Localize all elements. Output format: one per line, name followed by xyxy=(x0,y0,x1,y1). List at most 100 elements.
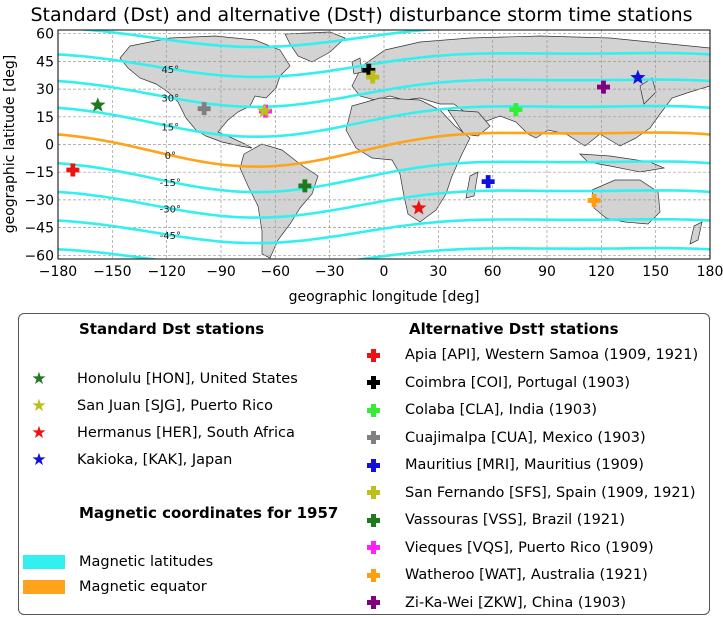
x-tick-label: 150 xyxy=(642,264,669,280)
magnetic-latitude-label: -30° xyxy=(160,204,181,215)
alternative-station-marker xyxy=(597,80,611,94)
x-tick-label: 180 xyxy=(697,264,723,280)
y-tick-label: 60 xyxy=(36,27,54,43)
chart-title: Standard (Dst) and alternative (Dst†) di… xyxy=(30,4,693,26)
legend-label: Watheroo [WAT], Australia (1921) xyxy=(405,567,648,583)
alternative-station-legend-item: Mauritius [MRI], Mauritius (1909) xyxy=(359,455,644,475)
x-tick-label: −150 xyxy=(93,264,131,280)
y-tick-label: 30 xyxy=(36,82,54,98)
plus-icon xyxy=(366,486,380,499)
plus-icon xyxy=(366,348,380,362)
standard-station-marker xyxy=(256,103,273,118)
legend-box: Standard Dst stations Alternative Dst† s… xyxy=(18,313,710,615)
magnetic-latitude-line xyxy=(58,51,710,79)
plus-icon xyxy=(366,458,380,472)
legend-label: Apia [API], Western Samoa (1909, 1921) xyxy=(405,347,699,363)
legend-label: Colaba [CLA], India (1903) xyxy=(405,402,598,418)
alternative-station-legend-item: Zi-Ka-Wei [ZKW], China (1903) xyxy=(359,593,626,613)
alternative-station-marker xyxy=(481,175,495,189)
standard-station-marker xyxy=(630,69,646,85)
legend-label: Kakioka, [KAK], Japan xyxy=(77,452,233,468)
plus-icon xyxy=(366,568,380,582)
legend-label: Cuajimalpa [CUA], Mexico (1903) xyxy=(405,429,646,446)
world-map-chart: 45°30°15°0°-15°-30°-45° −180 −150 −120 −90−… xyxy=(2,27,723,305)
legend-label: Hermanus [HER], South Africa xyxy=(77,425,295,441)
magnetic-latitude-label: -15° xyxy=(160,178,181,189)
alternative-station-legend-item: Vieques [VQS], Puerto Rico (1909) xyxy=(359,538,654,558)
color-swatch xyxy=(23,555,65,569)
standard-station-marker xyxy=(411,200,427,215)
star-icon: ★ xyxy=(31,369,47,389)
y-tick-label: 45 xyxy=(36,54,54,70)
plus-icon xyxy=(366,541,380,554)
magnetic-latitude-line xyxy=(58,160,710,194)
plus-icon xyxy=(366,596,380,609)
x-tick-label: 90 xyxy=(538,264,556,280)
y-tick-label: −60 xyxy=(24,248,54,264)
y-tick-labels: 60 45 30 15 0 −15 −30 −45 −60 xyxy=(24,27,54,265)
alternative-station-marker xyxy=(298,179,312,193)
standard-station-legend-item: ★ Hermanus [HER], South Africa xyxy=(25,423,295,443)
standard-stations-header: Standard Dst stations xyxy=(79,320,265,338)
y-tick-label: 0 xyxy=(45,138,54,154)
legend-label: Magnetic equator xyxy=(79,579,207,595)
y-tick-label: −45 xyxy=(24,221,54,237)
x-tick-labels: −180 −150 −120 −90 −60 −30 0 30 60 90 120 150 180 xyxy=(39,264,723,280)
station-markers xyxy=(66,63,646,215)
plus-icon xyxy=(366,403,380,417)
x-axis-label: geographic longitude [deg] xyxy=(289,289,480,305)
alternative-station-legend-item: Apia [API], Western Samoa (1909, 1921) xyxy=(359,345,698,365)
star-icon: ★ xyxy=(31,423,47,443)
legend-label: San Juan [SJG], Puerto Rico xyxy=(77,398,273,414)
magnetic-coord-legend-item: Magnetic latitudes xyxy=(23,552,213,572)
legend-label: Vieques [VQS], Puerto Rico (1909) xyxy=(405,539,654,556)
magnetic-latitude-label: -45° xyxy=(160,231,181,242)
eurasia-land xyxy=(351,35,710,147)
standard-station-legend-item: ★ Honolulu [HON], United States xyxy=(25,369,298,389)
y-tick-label: 15 xyxy=(36,110,54,126)
x-tick-label: −30 xyxy=(315,264,345,280)
plus-icon xyxy=(366,513,380,527)
x-tick-label: −120 xyxy=(147,264,185,280)
alternative-station-marker xyxy=(362,63,376,77)
alternative-station-marker xyxy=(587,193,601,207)
alternative-station-legend-item: Vassouras [VSS], Brazil (1921) xyxy=(359,510,625,530)
alternative-station-legend-item: San Fernando [SFS], Spain (1909, 1921) xyxy=(359,483,696,503)
legend-label: Honolulu [HON], United States xyxy=(77,371,298,387)
standard-station-marker xyxy=(90,97,106,112)
magnetic-latitude-line xyxy=(74,30,441,49)
magnetic-latitude-line xyxy=(58,104,710,138)
x-tick-label: 30 xyxy=(429,264,447,280)
magnetic-latitude-line xyxy=(58,189,710,219)
alternative-station-marker xyxy=(366,70,380,84)
x-tick-label: 120 xyxy=(588,264,615,280)
alternative-station-legend-item: Colaba [CLA], India (1903) xyxy=(359,400,597,420)
legend-label: Vassouras [VSS], Brazil (1921) xyxy=(405,512,626,528)
magnetic-latitude-line xyxy=(58,246,710,259)
alternative-station-marker xyxy=(509,103,523,117)
magnetic-latitude-line xyxy=(58,218,710,245)
magnetic-latitude-label: 30° xyxy=(161,94,179,105)
alternative-stations-header: Alternative Dst† stations xyxy=(409,320,619,338)
magnetic-latitude-line xyxy=(58,78,710,109)
x-tick-label: −180 xyxy=(39,264,77,280)
alternative-station-marker xyxy=(197,102,211,116)
legend-label: Mauritius [MRI], Mauritius (1909) xyxy=(405,457,644,473)
x-tick-label: −60 xyxy=(261,264,291,280)
y-axis-label: geographic latitude [deg] xyxy=(2,55,18,234)
alternative-station-legend-item: Watheroo [WAT], Australia (1921) xyxy=(359,565,648,585)
x-tick-label: −90 xyxy=(206,264,236,280)
color-swatch xyxy=(23,580,65,594)
legend-label: Zi-Ka-Wei [ZKW], China (1903) xyxy=(405,594,627,611)
standard-station-legend-item: ★ Kakioka, [KAK], Japan xyxy=(25,450,232,470)
plot-frame xyxy=(57,29,711,260)
x-tick-label: 0 xyxy=(380,264,389,280)
alternative-station-legend-item: Coimbra [COI], Portugal (1903) xyxy=(359,373,630,393)
magnetic-equator-line xyxy=(58,131,710,168)
magnetic-curves xyxy=(58,30,710,259)
alternative-station-legend-item: Cuajimalpa [CUA], Mexico (1903) xyxy=(359,428,646,448)
alternative-station-marker xyxy=(66,163,80,177)
y-tick-label: −30 xyxy=(24,193,54,209)
magnetic-latitude-label: 0° xyxy=(165,151,176,162)
star-icon: ★ xyxy=(31,396,47,416)
